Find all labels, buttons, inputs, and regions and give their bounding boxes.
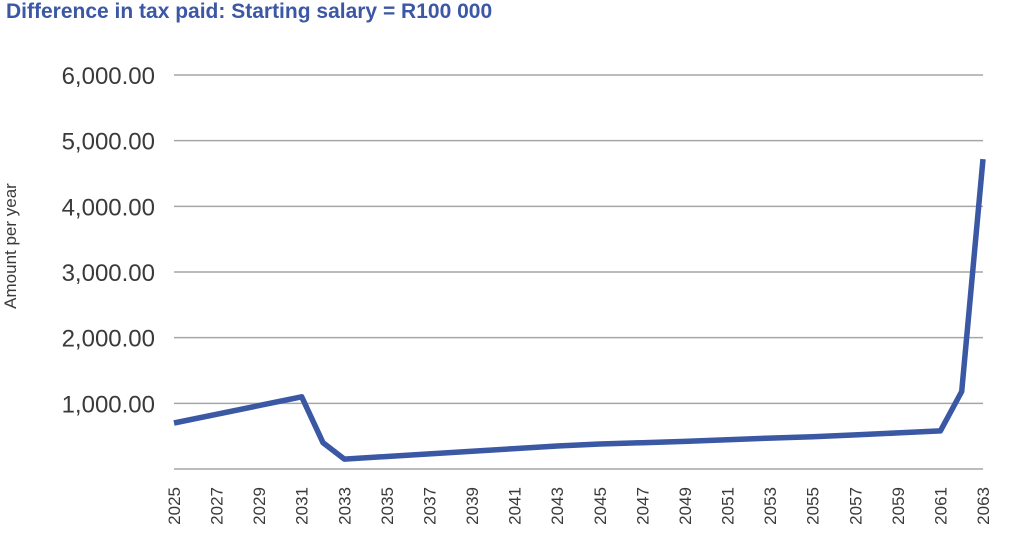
y-tick-label: 1,000.00 xyxy=(62,391,155,418)
x-tick-label: 2051 xyxy=(719,487,738,525)
x-tick-label: 2061 xyxy=(931,487,950,525)
x-tick-label: 2055 xyxy=(804,487,823,525)
x-tick-label: 2031 xyxy=(293,487,312,525)
x-tick-label: 2049 xyxy=(676,487,695,525)
x-tick-label: 2053 xyxy=(761,487,780,525)
y-axis-label: Amount per year xyxy=(1,183,20,309)
series-group xyxy=(173,158,986,462)
x-tick-label: 2047 xyxy=(633,487,652,525)
x-tick-label: 2041 xyxy=(506,487,525,525)
x-tick-label: 2057 xyxy=(846,487,865,525)
x-tick-label: 2039 xyxy=(463,487,482,525)
x-tick-label: 2043 xyxy=(548,487,567,525)
x-tick-label: 2029 xyxy=(250,487,269,525)
y-tick-label: 5,000.00 xyxy=(62,129,155,156)
series-line xyxy=(173,158,986,462)
y-tick-label: 3,000.00 xyxy=(62,260,155,287)
x-tick-label: 2033 xyxy=(335,487,354,525)
x-tick-label: 2025 xyxy=(165,487,184,525)
gridlines xyxy=(174,74,983,470)
x-tick-labels: 2025 2027 2029 2031 2033 2035 2037 2039 2041 2043… xyxy=(165,487,993,525)
chart-title: Difference in tax paid: Starting salary … xyxy=(6,0,493,23)
y-tick-label: 2,000.00 xyxy=(62,326,155,353)
x-tick-label: 2045 xyxy=(591,487,610,525)
y-tick-label: 6,000.00 xyxy=(62,63,155,90)
x-tick-label: 2035 xyxy=(378,487,397,525)
x-tick-label: 2063 xyxy=(974,487,993,525)
x-tick-label: 2059 xyxy=(889,487,908,525)
y-tick-labels: 1,000.00 2,000.00 3,000.00 4,000.00 5,000.00… xyxy=(62,63,155,418)
x-tick-label: 2027 xyxy=(208,487,227,525)
x-tick-label: 2037 xyxy=(420,487,439,525)
y-tick-label: 4,000.00 xyxy=(62,194,155,221)
